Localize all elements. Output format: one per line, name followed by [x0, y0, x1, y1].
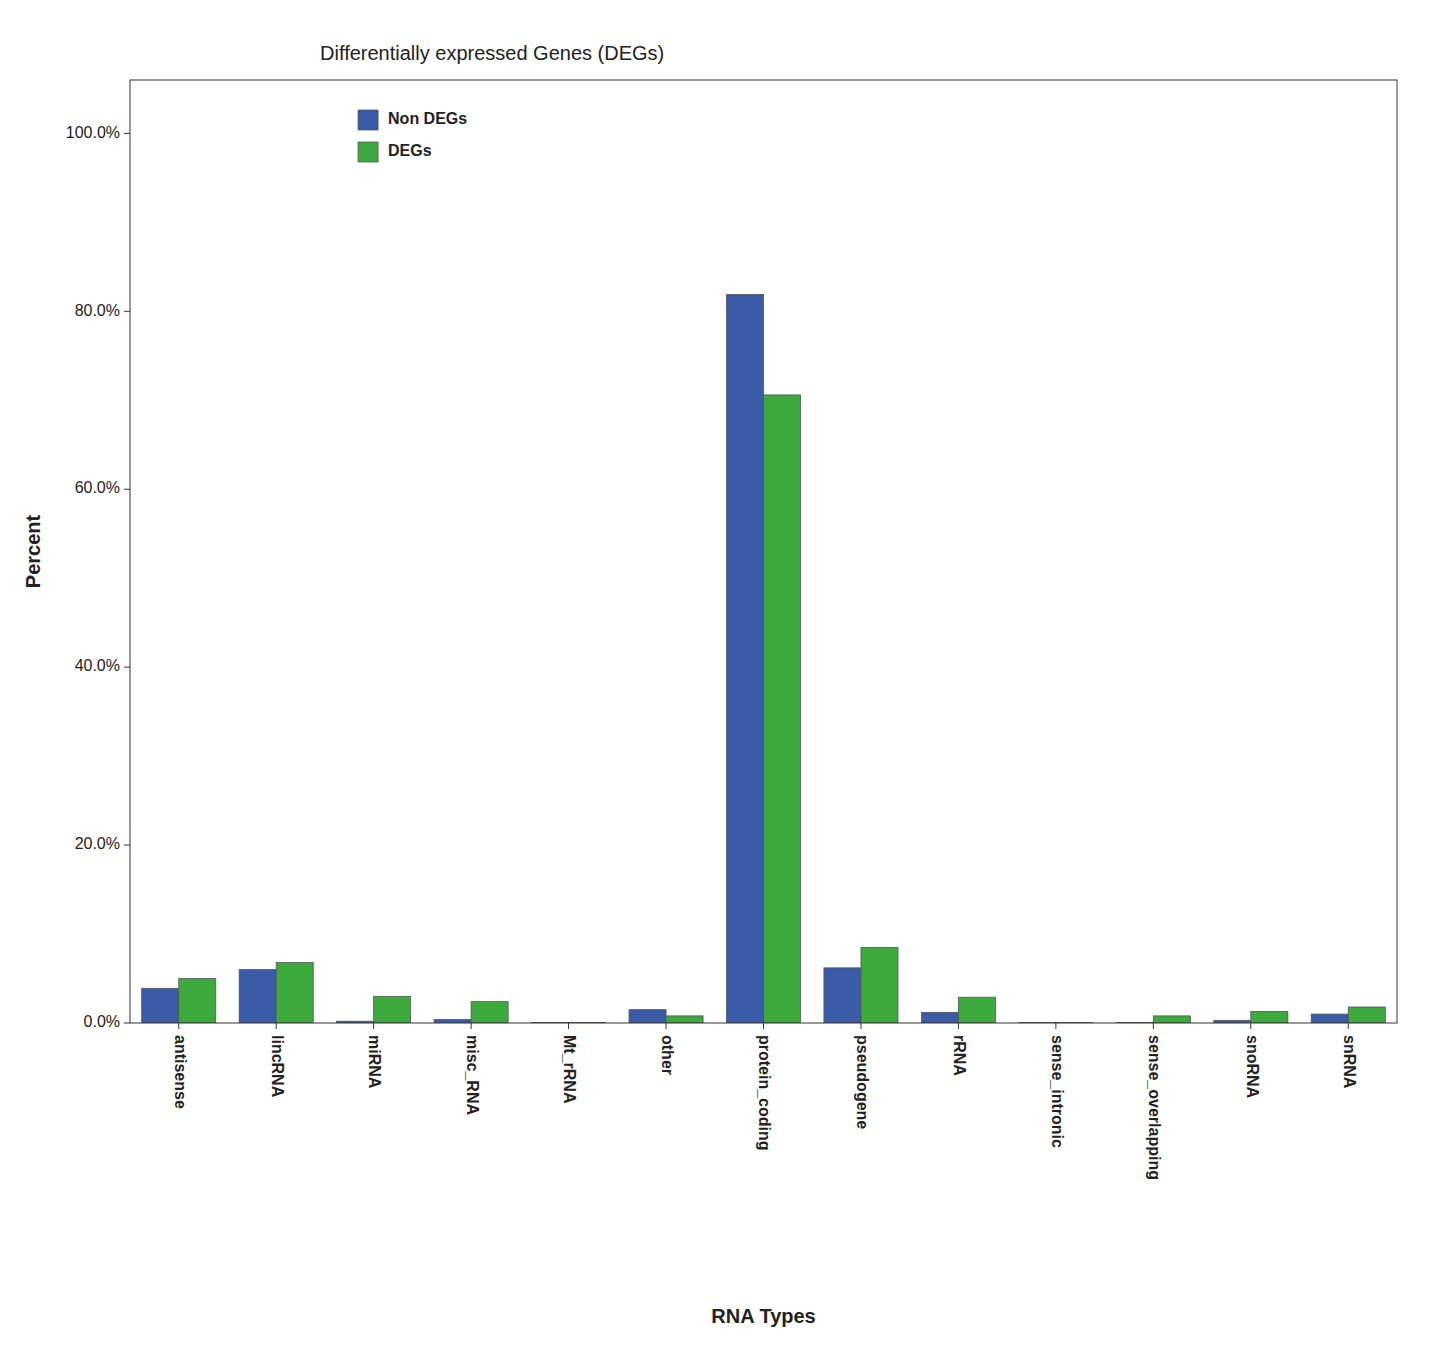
bar	[1348, 1007, 1385, 1023]
x-tick	[763, 1023, 764, 1029]
x-tick	[276, 1023, 277, 1029]
bar	[824, 968, 861, 1023]
x-tick	[568, 1023, 569, 1029]
bar	[629, 1010, 666, 1023]
y-tick-label: 100.0%	[66, 124, 120, 141]
bar	[239, 970, 276, 1023]
y-tick	[124, 667, 130, 668]
bar	[1251, 1011, 1288, 1023]
x-tick-label: protein_coding	[756, 1035, 773, 1151]
y-tick	[124, 489, 130, 490]
bar	[374, 996, 411, 1023]
x-axis-label: RNA Types	[711, 1305, 815, 1327]
legend-swatch	[358, 142, 378, 162]
x-tick	[1153, 1023, 1154, 1029]
bar	[726, 294, 763, 1023]
title: Differentially expressed Genes (DEGs)	[320, 42, 664, 64]
x-tick-label: snoRNA	[1244, 1035, 1261, 1099]
y-tick	[124, 311, 130, 312]
legend-label: DEGs	[388, 142, 432, 159]
bars	[142, 294, 1386, 1023]
x-tick-label: sense_overlapping	[1146, 1035, 1163, 1180]
x-tick-label: lincRNA	[269, 1035, 286, 1098]
y-tick-label: 40.0%	[75, 657, 120, 674]
x-tick	[1055, 1023, 1056, 1029]
x-tick	[373, 1023, 374, 1029]
x-tick-label: rRNA	[951, 1035, 968, 1076]
y-tick-label: 0.0%	[84, 1013, 120, 1030]
legend-label: Non DEGs	[388, 110, 467, 127]
y-tick-label: 20.0%	[75, 835, 120, 852]
bar	[471, 1002, 508, 1023]
y-tick	[124, 133, 130, 134]
x-tick-label: misc_RNA	[464, 1035, 481, 1115]
bar	[764, 395, 801, 1023]
x-tick	[178, 1023, 179, 1029]
y-tick	[124, 1023, 130, 1024]
bar	[1311, 1014, 1348, 1023]
y-tick	[124, 845, 130, 846]
bar	[921, 1012, 958, 1023]
y-tick-label: 80.0%	[75, 302, 120, 319]
x-tick-label: other	[659, 1035, 676, 1075]
bar	[958, 997, 995, 1023]
x-tick	[471, 1023, 472, 1029]
x-tick	[1348, 1023, 1349, 1029]
x-tick-label: antisense	[171, 1035, 188, 1109]
bar	[861, 947, 898, 1023]
chart: 0.0% 20.0% 40.0% 60.0% 80.0% 100.0% antisense l…	[0, 0, 1437, 1353]
bar	[142, 988, 179, 1023]
bar	[276, 963, 313, 1023]
x-tick-label: sense_intronic	[1049, 1035, 1066, 1148]
y-tick-label: 60.0%	[75, 479, 120, 496]
bar	[666, 1016, 703, 1023]
bar	[434, 1019, 471, 1023]
x-tick-label: miRNA	[366, 1035, 383, 1089]
y-axis-label: Percent	[22, 514, 44, 588]
plot-frame	[130, 80, 1397, 1023]
legend-swatch	[358, 110, 378, 130]
x-tick	[1250, 1023, 1251, 1029]
x-tick	[666, 1023, 667, 1029]
bar	[179, 979, 216, 1023]
x-tick	[958, 1023, 959, 1029]
x-tick-label: pseudogene	[854, 1035, 871, 1129]
legend: Non DEGs DEGs	[358, 110, 467, 162]
x-tick-label: snRNA	[1341, 1035, 1358, 1089]
x-tick-label: Mt_rRNA	[561, 1035, 578, 1104]
x-tick	[860, 1023, 861, 1029]
bar	[1153, 1016, 1190, 1023]
